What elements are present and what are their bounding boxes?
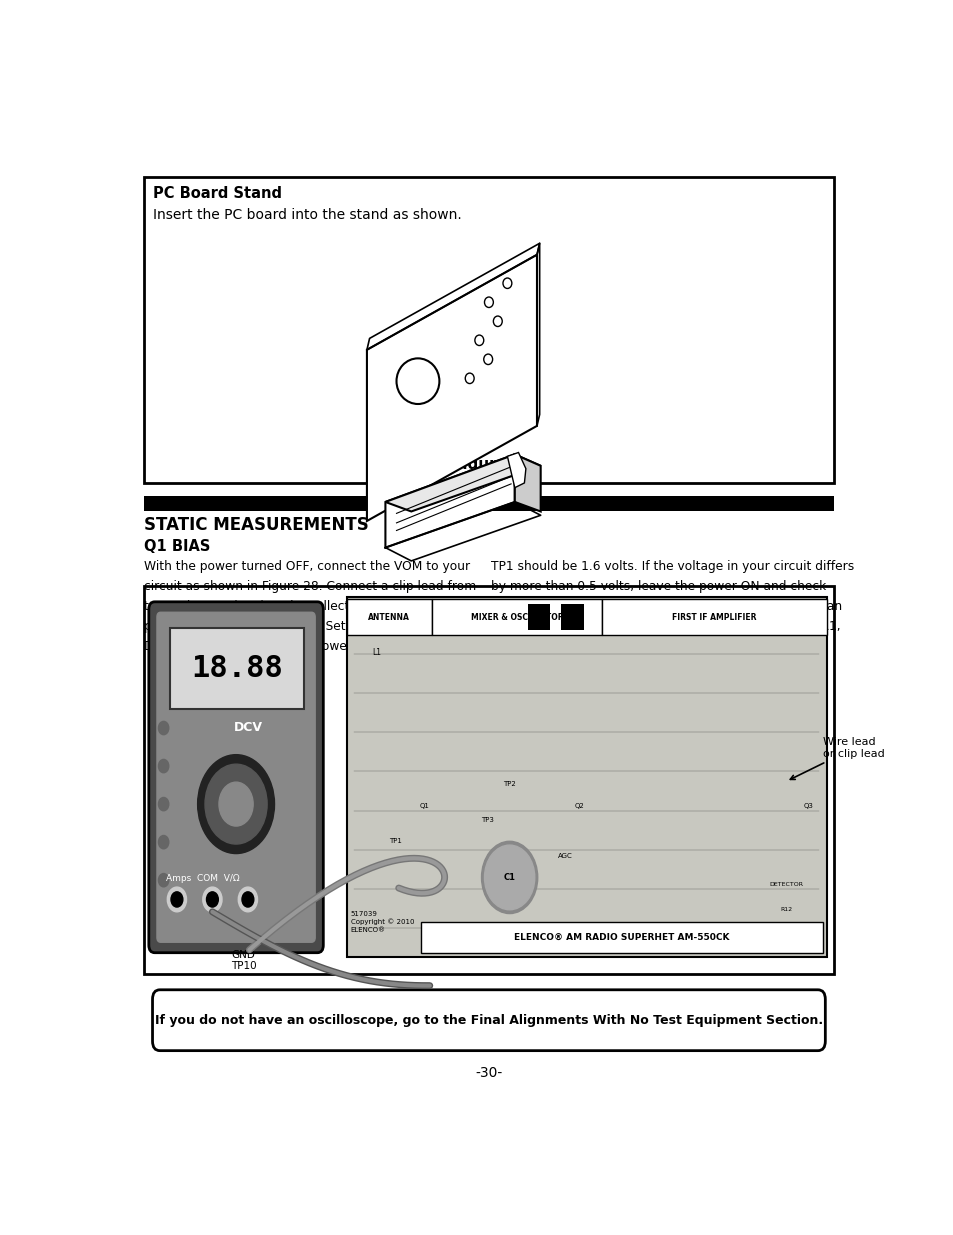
Text: C1: C1 bbox=[503, 873, 515, 882]
Bar bbox=[560, 604, 583, 630]
Text: circuit as shown in Figure 28. Connect a clip lead from: circuit as shown in Figure 28. Connect a… bbox=[144, 580, 476, 593]
Text: TP2: TP2 bbox=[503, 781, 516, 787]
Text: TP3: TP3 bbox=[480, 816, 494, 823]
Circle shape bbox=[158, 798, 169, 810]
Bar bbox=[347, 599, 432, 635]
Text: GND
TP10: GND TP10 bbox=[231, 950, 256, 972]
Text: R12: R12 bbox=[780, 908, 791, 913]
Text: With the power turned OFF, connect the VOM to your: With the power turned OFF, connect the V… bbox=[144, 559, 469, 573]
Circle shape bbox=[219, 782, 253, 826]
Text: If you do not have an oscilloscope, go to the Final Alignments With No Test Equi: If you do not have an oscilloscope, go t… bbox=[154, 1014, 822, 1026]
Bar bbox=[144, 585, 833, 973]
Text: -30-: -30- bbox=[475, 1066, 502, 1079]
FancyBboxPatch shape bbox=[157, 613, 314, 942]
Text: Figure N: Figure N bbox=[452, 457, 525, 472]
Bar bbox=[528, 604, 550, 630]
Circle shape bbox=[484, 845, 535, 910]
Circle shape bbox=[171, 892, 183, 906]
Text: 8.5 volts, turn the power OFF and check components R1,: 8.5 volts, turn the power OFF and check … bbox=[491, 620, 840, 632]
Text: Q2: Q2 bbox=[575, 803, 584, 809]
Text: FIRST IF AMPLIFIER: FIRST IF AMPLIFIER bbox=[672, 613, 756, 621]
Text: by more than 0.5 volts, leave the power ON and check: by more than 0.5 volts, leave the power … bbox=[491, 580, 825, 593]
Text: PC Board Stand: PC Board Stand bbox=[153, 186, 282, 201]
Polygon shape bbox=[515, 454, 540, 511]
Text: test point two (TP2) to the collector of Q1. This short: test point two (TP2) to the collector of… bbox=[144, 600, 467, 613]
Text: Insert the PC board into the stand as shown.: Insert the PC board into the stand as sh… bbox=[153, 209, 461, 222]
Text: Figure 28: Figure 28 bbox=[153, 934, 232, 948]
Circle shape bbox=[238, 887, 257, 911]
Bar bbox=[170, 629, 304, 709]
Bar bbox=[432, 599, 601, 635]
Circle shape bbox=[158, 836, 169, 848]
Bar bbox=[420, 923, 822, 952]
Text: 18.88: 18.88 bbox=[191, 655, 282, 683]
Polygon shape bbox=[385, 454, 540, 511]
Text: ANTENNA: ANTENNA bbox=[368, 613, 410, 621]
Polygon shape bbox=[367, 254, 537, 521]
Text: the battery voltage. If the battery voltage is greater than: the battery voltage. If the battery volt… bbox=[491, 600, 841, 613]
Text: R2, R3 and Q1.: R2, R3 and Q1. bbox=[491, 640, 583, 653]
Circle shape bbox=[158, 760, 169, 773]
Bar bbox=[144, 177, 833, 483]
Text: DCV: DCV bbox=[233, 721, 262, 734]
Text: AGC: AGC bbox=[558, 853, 572, 858]
FancyBboxPatch shape bbox=[152, 989, 824, 1051]
Circle shape bbox=[158, 873, 169, 887]
Text: MIXER & OSCILLATOR: MIXER & OSCILLATOR bbox=[470, 613, 562, 621]
Text: prevents Q1 from oscillating. Set the VOM to read 2 volts: prevents Q1 from oscillating. Set the VO… bbox=[144, 620, 494, 632]
Circle shape bbox=[158, 721, 169, 735]
Circle shape bbox=[203, 887, 222, 911]
Text: L1: L1 bbox=[372, 648, 380, 657]
Circle shape bbox=[242, 892, 253, 906]
Bar bbox=[347, 597, 826, 957]
Text: TP1: TP1 bbox=[388, 839, 401, 845]
Circle shape bbox=[167, 887, 187, 911]
Text: DC accurately and turn the power ON. The DC voltage at: DC accurately and turn the power ON. The… bbox=[144, 640, 492, 653]
Bar bbox=[144, 496, 833, 511]
Text: DETECTOR: DETECTOR bbox=[768, 882, 802, 887]
FancyBboxPatch shape bbox=[149, 601, 323, 952]
Text: Amps  COM  V/Ω: Amps COM V/Ω bbox=[166, 874, 239, 883]
Text: 517039
Copyright © 2010
ELENCO®: 517039 Copyright © 2010 ELENCO® bbox=[351, 911, 414, 932]
Bar bbox=[601, 599, 826, 635]
Text: Q3: Q3 bbox=[802, 803, 812, 809]
Text: Q1 BIAS: Q1 BIAS bbox=[144, 538, 210, 555]
Circle shape bbox=[205, 764, 267, 844]
Circle shape bbox=[481, 841, 537, 914]
Polygon shape bbox=[385, 454, 515, 547]
Text: TP1 should be 1.6 volts. If the voltage in your circuit differs: TP1 should be 1.6 volts. If the voltage … bbox=[491, 559, 854, 573]
Text: Q1: Q1 bbox=[419, 803, 429, 809]
Text: Wire lead
or clip lead: Wire lead or clip lead bbox=[789, 737, 884, 779]
Circle shape bbox=[197, 755, 274, 853]
Circle shape bbox=[206, 892, 218, 906]
Text: STATIC MEASUREMENTS: STATIC MEASUREMENTS bbox=[144, 516, 368, 535]
Text: ELENCO® AM RADIO SUPERHET AM-550CK: ELENCO® AM RADIO SUPERHET AM-550CK bbox=[514, 932, 729, 942]
Polygon shape bbox=[507, 452, 525, 488]
